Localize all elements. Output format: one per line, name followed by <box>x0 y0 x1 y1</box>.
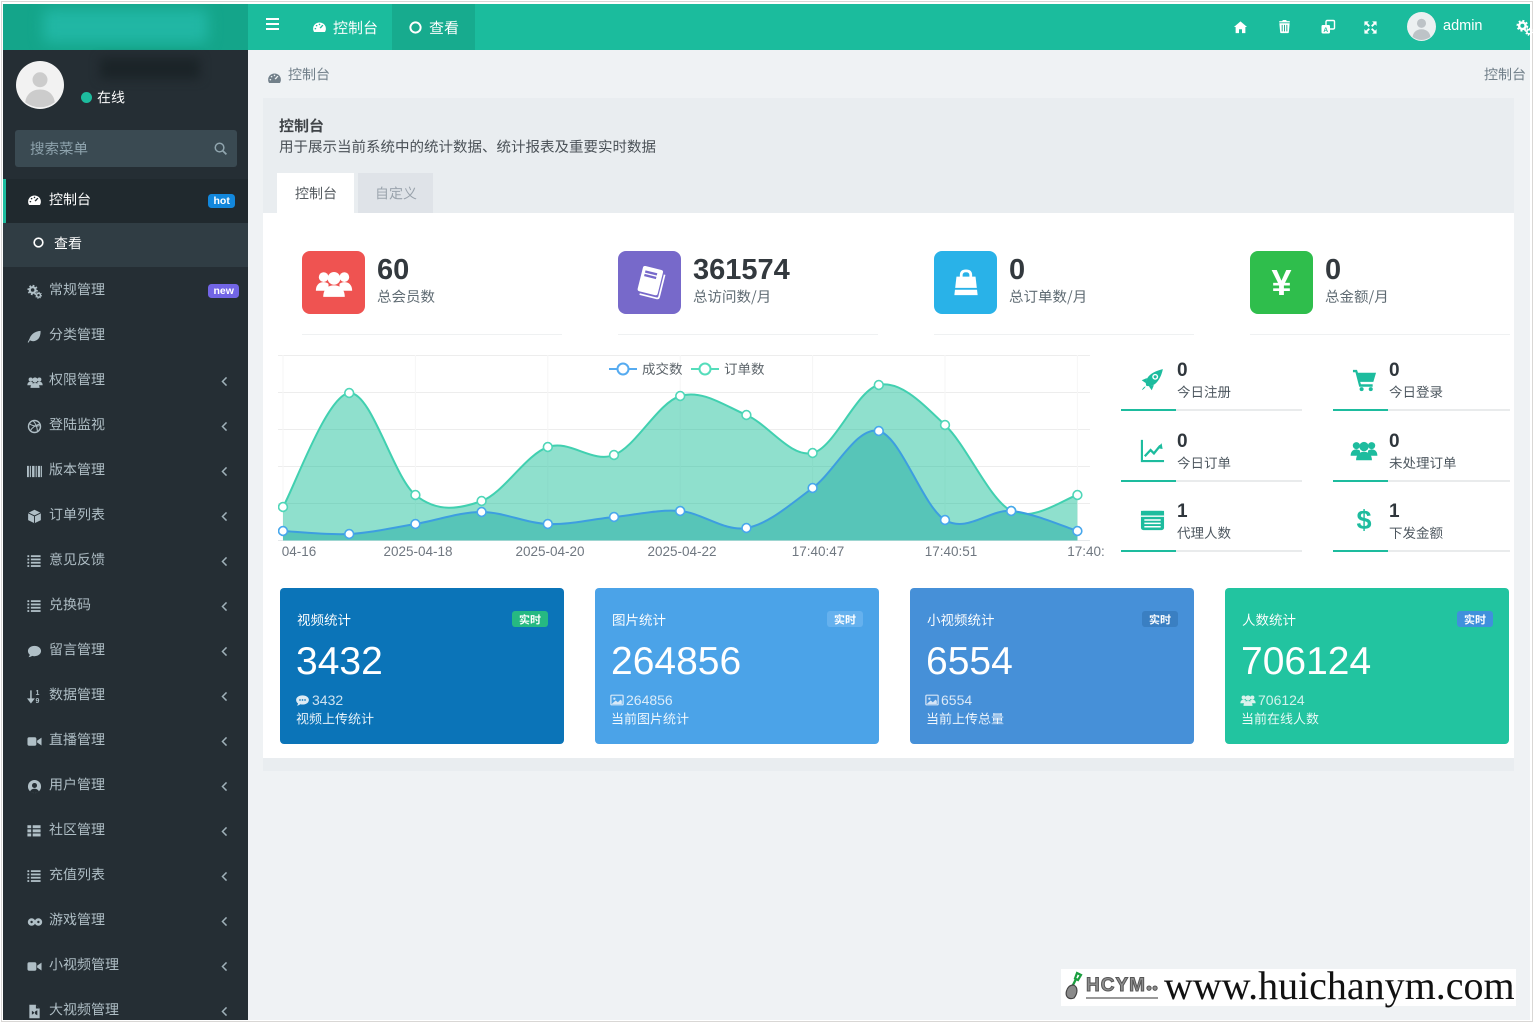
svg-text:9: 9 <box>35 698 39 704</box>
svg-text:A: A <box>1323 27 1328 34</box>
svg-text:1: 1 <box>35 690 39 697</box>
